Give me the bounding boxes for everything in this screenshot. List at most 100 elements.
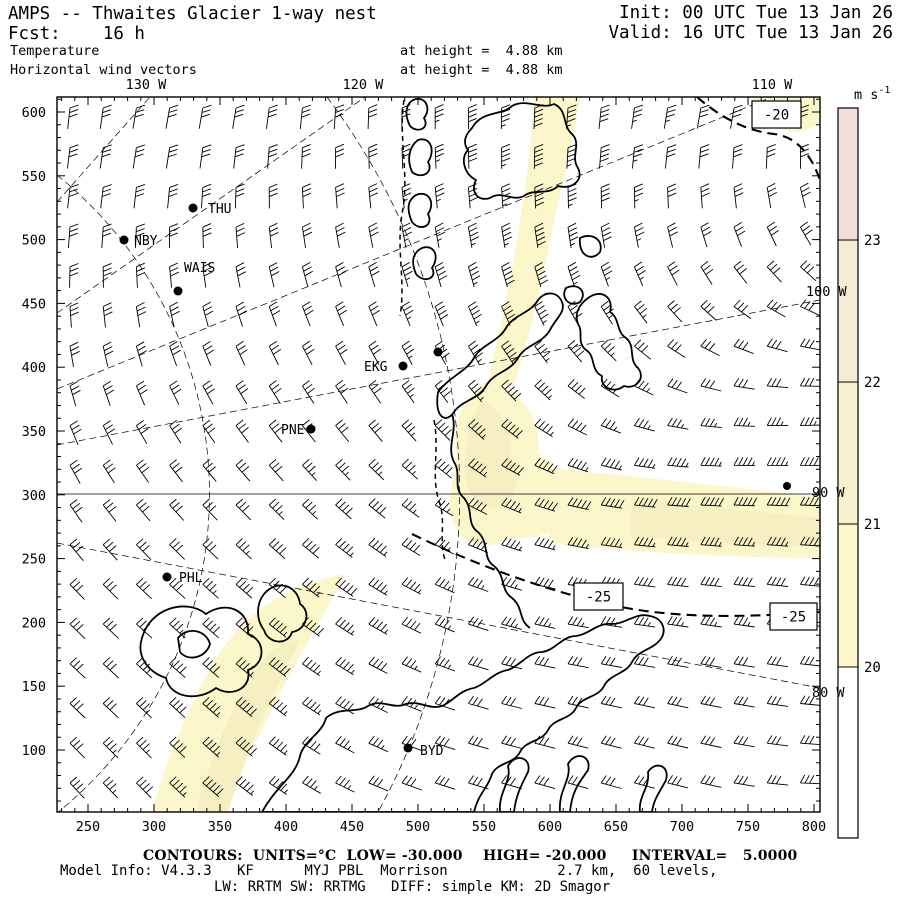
wind-barb: [235, 222, 246, 249]
meridian-labels-layer: 130 W 120 W 110 W: [126, 77, 794, 93]
wind-barb: [501, 262, 515, 288]
wind-barb: [468, 419, 486, 440]
wind-barb: [600, 222, 612, 248]
wind-barb: [301, 301, 314, 327]
meridian-line: [57, 97, 151, 203]
wind-barb: [600, 418, 621, 434]
station-layer: THU NBY WAIS EKG PNE PHL BYD: [119, 202, 444, 759]
wind-barb: [368, 419, 383, 442]
station-marker: [433, 347, 443, 357]
valid-time: Valid: 16 UTC Tue 13 Jan 26: [608, 23, 893, 43]
wind-barb: [102, 302, 113, 328]
wind-barb: [766, 576, 789, 587]
wind-barb: [434, 262, 448, 288]
wind-barb: [634, 417, 655, 432]
wind-barb: [69, 538, 84, 562]
contour-label-value: -25: [781, 610, 806, 626]
wind-speed-shade: [488, 97, 580, 385]
wind-barb: [335, 498, 353, 520]
wind-barb: [69, 499, 83, 523]
wind-barb: [634, 616, 656, 628]
wind-barb: [600, 339, 617, 362]
wind-barb: [501, 143, 511, 169]
wind-barb: [136, 459, 150, 483]
wind-barb: [235, 617, 254, 638]
wind-barb: [102, 459, 116, 484]
wind-barb: [169, 696, 187, 719]
meridian-label-top: 130 W: [126, 77, 168, 93]
wind-barb: [235, 380, 249, 405]
station-marker: [162, 572, 172, 582]
wind-barb: [301, 143, 311, 169]
wind-barb: [69, 776, 85, 799]
wind-barb: [501, 379, 522, 402]
wind-barb: [534, 695, 556, 709]
forecast-hour: Fcst: 16 h: [8, 24, 145, 44]
wind-barb: [232, 104, 245, 129]
wind-barb: [534, 616, 556, 629]
colorbar-frame: [837, 107, 859, 839]
wind-barb: [534, 536, 556, 551]
wind-barb: [733, 536, 755, 547]
wind-barb: [667, 457, 689, 468]
wind-barb: [235, 538, 252, 560]
wind-barb: [766, 695, 789, 707]
wind-barb: [235, 776, 255, 796]
graticule-layer: [57, 97, 820, 812]
wind-barb: [302, 577, 321, 598]
wind-barb: [169, 498, 185, 521]
wind-barb: [534, 418, 554, 438]
wind-barb: [401, 143, 411, 169]
y-tick-label: 450: [22, 296, 46, 312]
wind-barb: [534, 183, 544, 209]
y-tick-label: 300: [22, 488, 46, 504]
wind-barb: [501, 775, 522, 790]
wind-barb: [667, 183, 677, 209]
axes-layer: 250 300 350 400 450 500 550 600 650 700 750 800 100 1…: [22, 96, 826, 835]
wind-barb: [667, 496, 691, 507]
wind-barb: [733, 616, 755, 628]
wind-barb: [401, 301, 414, 327]
wind-barb: [368, 222, 379, 248]
wind-barb: [401, 183, 412, 209]
wind-barb: [732, 144, 743, 169]
station-label-EKG: EKG: [364, 360, 388, 375]
wind-barb: [235, 696, 257, 718]
wind-barb: [302, 459, 318, 482]
wind-barb: [202, 459, 217, 482]
wind-barb: [667, 576, 689, 588]
wind-barb: [401, 616, 422, 634]
colorbar-tick-label: 22: [864, 375, 881, 391]
wind-barb: [534, 775, 556, 790]
wind-barb: [302, 340, 315, 366]
wind-barb: [434, 143, 444, 169]
wind-barb: [167, 183, 179, 209]
speed-shading-layer: [152, 97, 820, 812]
wind-barb: [335, 222, 346, 248]
wind-barb: [468, 537, 488, 554]
wind-barb: [235, 262, 247, 288]
wind-barb: [335, 262, 347, 288]
wind-barb: [567, 222, 579, 248]
contour-label-value: -25: [586, 590, 611, 606]
wind-barb: [302, 380, 315, 404]
wind-barb: [733, 299, 752, 320]
wind-barb-layer: [66, 104, 820, 799]
wind-barb: [534, 301, 549, 326]
wind-barb: [132, 144, 146, 169]
wind-barb: [368, 537, 388, 557]
wind-barb: [434, 379, 451, 403]
wind-barb: [567, 300, 583, 326]
wind-barb: [667, 655, 689, 668]
wind-barb: [202, 696, 221, 718]
wind-barb: [99, 104, 112, 129]
wind-barb: [235, 736, 258, 757]
colorbar-tick-label: 21: [864, 517, 881, 533]
colorbar-segment: [838, 108, 858, 240]
wind-barb: [169, 538, 185, 560]
wind-barb: [69, 381, 81, 407]
contour-label-layer: -20 -25 -25: [573, 100, 818, 631]
wind-barb: [765, 143, 776, 169]
wind-barb: [169, 736, 187, 758]
wind-barb: [434, 419, 452, 441]
